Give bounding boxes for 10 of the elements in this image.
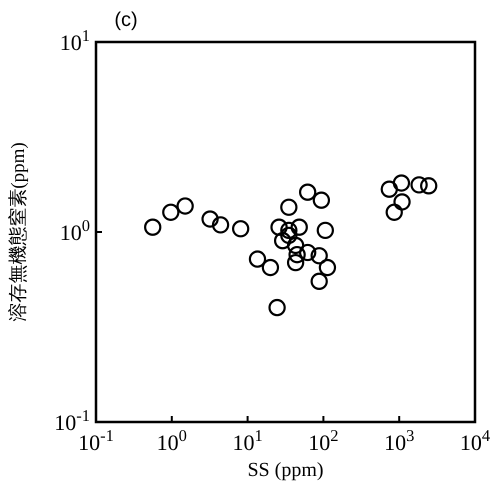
- x-tick-label: 10$^{4}$: [460, 426, 490, 455]
- x-tick-label: 10$^{0}$: [156, 426, 187, 455]
- y-tick-label: 10$^{0}$: [60, 216, 90, 245]
- x-tick-label: 10$^{3}$: [384, 426, 414, 455]
- x-axis-title: SS (ppm): [247, 459, 324, 481]
- chart-title: (c): [114, 9, 138, 31]
- y-tick-label: 10$^{1}$: [60, 26, 90, 55]
- x-tick-label: 10$^{1}$: [232, 426, 263, 455]
- y-axis-title: 溶存無機態窒素(ppm): [7, 142, 29, 322]
- x-tick-label: 10$^{2}$: [308, 426, 339, 455]
